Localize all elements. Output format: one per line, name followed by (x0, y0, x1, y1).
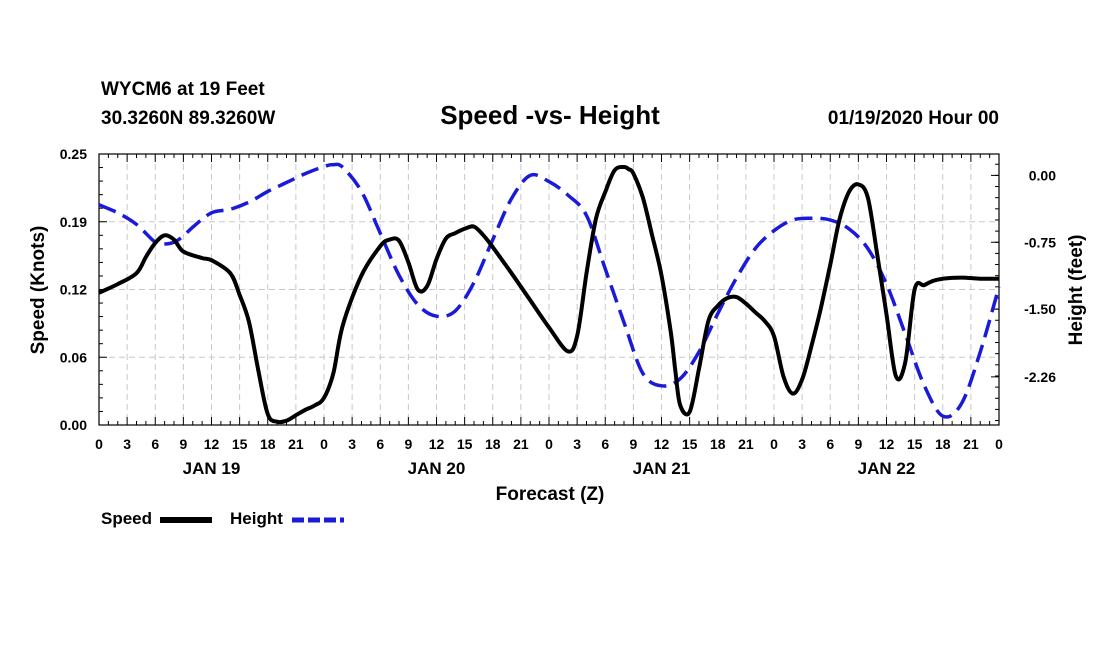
x-tick-label: 21 (963, 436, 979, 452)
legend: Speed Height (101, 509, 344, 528)
x-tick-label: 6 (376, 436, 384, 452)
y2-tick-label: -0.75 (1024, 234, 1056, 250)
x-tick-label: 6 (601, 436, 609, 452)
x-tick-label: 12 (654, 436, 670, 452)
x-tick-label: 0 (995, 436, 1003, 452)
x-tick-label: 12 (429, 436, 445, 452)
y-axis-title: Speed (Knots) (28, 226, 49, 355)
x-tick-label: 15 (457, 436, 473, 452)
y2-tick-label: 0.00 (1029, 167, 1056, 183)
x-tick-label: 0 (770, 436, 778, 452)
x-tick-label: 9 (404, 436, 412, 452)
x-tick-label: 21 (738, 436, 754, 452)
day-label: JAN 21 (633, 459, 691, 478)
x-tick-label: 15 (907, 436, 923, 452)
x-tick-label: 6 (826, 436, 834, 452)
legend-speed-label: Speed (101, 509, 152, 528)
y-tick-label: 0.12 (60, 282, 87, 298)
x-tick-label: 18 (260, 436, 276, 452)
x-tick-label: 3 (348, 436, 356, 452)
day-label: JAN 22 (858, 459, 916, 478)
x-tick-label: 12 (879, 436, 895, 452)
series-line-speed (98, 164, 1000, 425)
x-tick-label: 18 (710, 436, 726, 452)
x-tick-label: 12 (204, 436, 220, 452)
x-tick-label: 18 (935, 436, 951, 452)
x-axis-title: Forecast (Z) (496, 484, 605, 505)
x-tick-label: 18 (485, 436, 501, 452)
coordinates-label: 30.3260N 89.3260W (101, 108, 275, 129)
grid-lines (99, 154, 999, 425)
x-tick-label: 3 (123, 436, 131, 452)
data-series (98, 162, 1001, 425)
x-tick-label: 6 (151, 436, 159, 452)
y-tick-label: 0.00 (60, 417, 87, 433)
y-tick-label: 0.19 (60, 214, 87, 230)
forecast-date: 01/19/2020 Hour 00 (828, 108, 999, 129)
x-tick-label: 9 (854, 436, 862, 452)
tick-labels: 0 3 6 9 12 15 18 21 0 3 6 9 12 15 18 21 0 3 6 9 12 15 18 21 0 3 6 9… (60, 146, 1056, 478)
day-label: JAN 20 (408, 459, 466, 478)
x-tick-label: 0 (95, 436, 103, 452)
x-tick-label: 15 (232, 436, 248, 452)
x-tick-label: 0 (545, 436, 553, 452)
x-tick-label: 9 (179, 436, 187, 452)
legend-height-label: Height (230, 509, 283, 528)
x-tick-label: 3 (798, 436, 806, 452)
x-tick-label: 21 (513, 436, 529, 452)
x-tick-label: 9 (629, 436, 637, 452)
station-label: WYCM6 at 19 Feet (101, 79, 265, 100)
y-tick-label: 0.06 (60, 349, 87, 365)
day-label: JAN 19 (183, 459, 241, 478)
x-tick-label: 0 (320, 436, 328, 452)
y2-tick-label: -1.50 (1024, 301, 1056, 317)
chart-title: Speed -vs- Height (440, 100, 660, 130)
x-tick-label: 3 (573, 436, 581, 452)
y-tick-label: 0.25 (60, 146, 87, 162)
series-line-height (98, 162, 1001, 419)
x-tick-label: 15 (682, 436, 698, 452)
y2-axis-title: Height (feet) (1066, 235, 1087, 346)
x-tick-label: 21 (288, 436, 304, 452)
y2-tick-label: -2.26 (1024, 369, 1056, 385)
